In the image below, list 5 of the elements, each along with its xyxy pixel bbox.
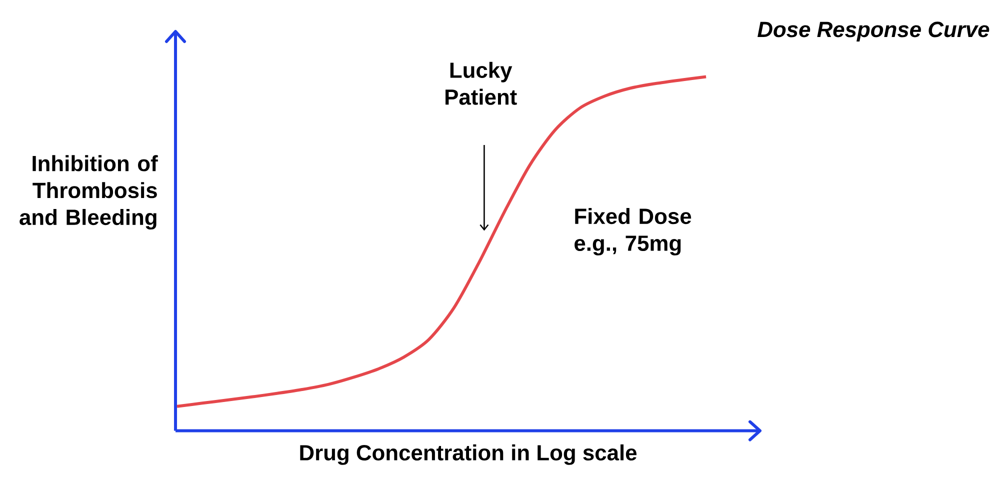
x-axis-title: Drug Concentration in Log scale (300, 444, 637, 465)
annotation: Lucky Patient (446, 62, 517, 105)
y-axis-title: Inhibition of Thrombosis and Bleeding (20, 155, 158, 230)
text: Dose Response Curve (758, 22, 990, 42)
annotation: Fixed Dose e.g., 75mg (574, 208, 692, 256)
